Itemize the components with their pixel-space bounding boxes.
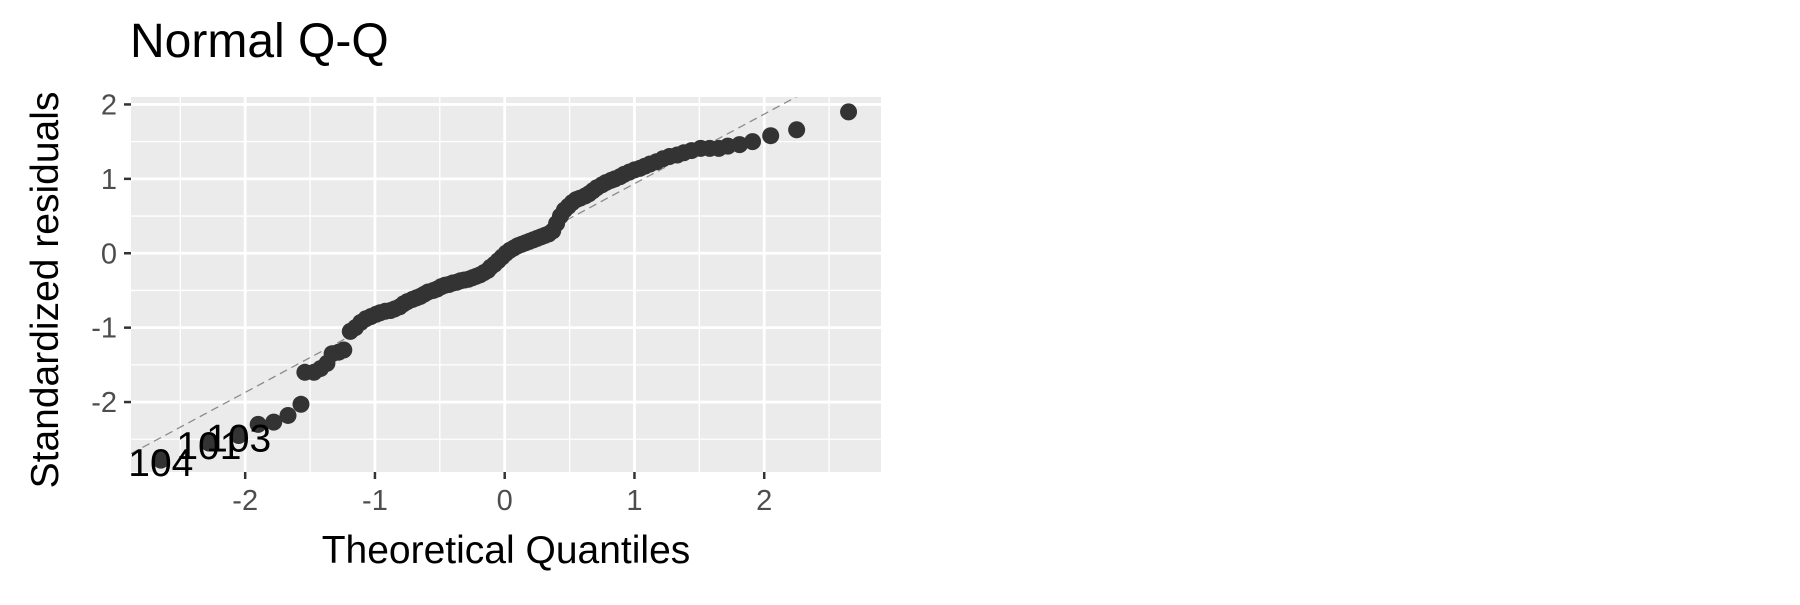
y-tick-label: 0 [101, 238, 117, 270]
data-point [335, 341, 353, 359]
data-point [200, 434, 218, 452]
point-annotation: 101 [176, 425, 241, 468]
x-tick-label: 0 [497, 485, 513, 517]
point-annotation: 103 [206, 418, 271, 461]
data-point [249, 415, 267, 433]
data-point [230, 427, 248, 445]
data-point [731, 136, 749, 154]
data-point [788, 121, 806, 139]
point-annotation: 104 [128, 442, 193, 485]
x-tick-label: -2 [232, 485, 258, 517]
y-tick-label: 2 [101, 89, 117, 121]
x-tick-label: -1 [362, 485, 388, 517]
y-tick-label: 1 [101, 164, 117, 196]
y-tick-label: -1 [91, 313, 117, 345]
qq-reference-line [131, 97, 798, 455]
chart-title: Normal Q-Q [130, 15, 389, 68]
x-tick-label: 2 [756, 485, 772, 517]
x-axis-label: Theoretical Quantiles [321, 529, 691, 572]
data-point [152, 451, 170, 469]
y-tick-label: -2 [91, 387, 117, 419]
data-point [840, 103, 858, 121]
data-point [265, 413, 283, 431]
data-point [744, 133, 762, 151]
data-point [292, 395, 310, 413]
y-axis-label: Standardized residuals [24, 91, 67, 489]
data-point [762, 127, 780, 145]
x-tick-label: 1 [626, 485, 642, 517]
data-point [279, 406, 297, 424]
